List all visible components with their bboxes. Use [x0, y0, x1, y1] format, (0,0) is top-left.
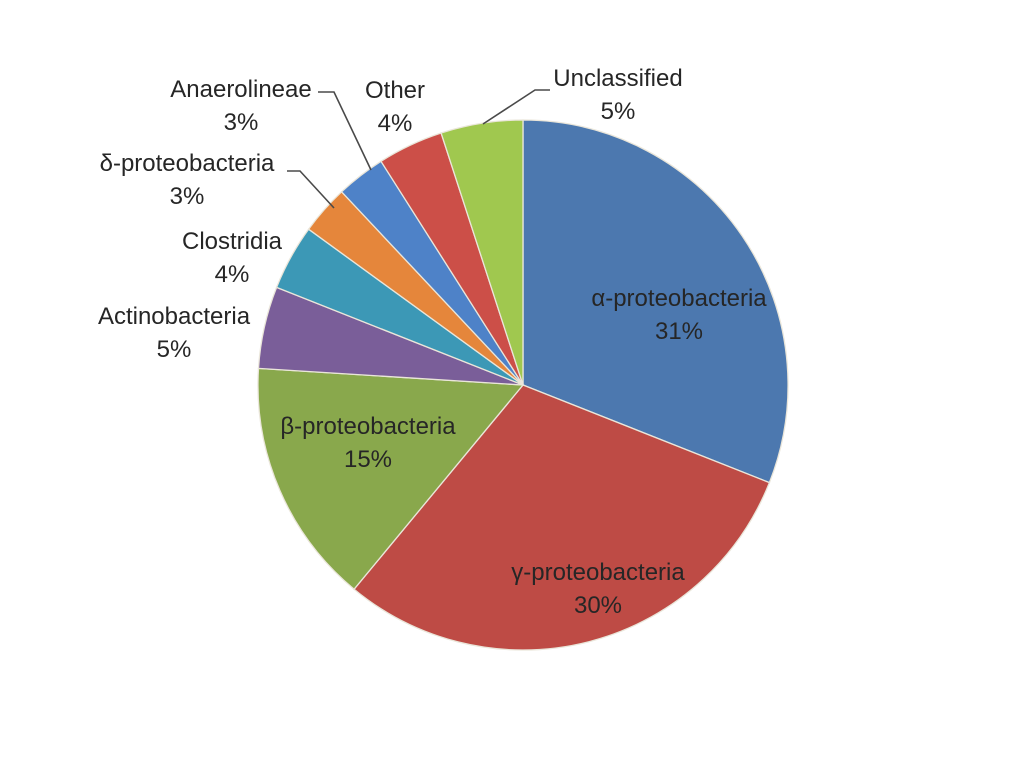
- data-label-percent: 5%: [156, 336, 192, 363]
- data-label-name: γ-proteobacteria: [511, 559, 685, 586]
- data-label-percent: 15%: [343, 446, 393, 473]
- data-label-name: α-proteobacteria: [591, 285, 767, 312]
- data-label-unclassified: Unclassified 5%: [523, 62, 713, 128]
- data-label-other: Other 4%: [335, 74, 455, 140]
- anaerolineae-leader-line: [318, 91, 372, 171]
- data-label-percent: 4%: [214, 261, 250, 288]
- data-label-percent: 31%: [654, 318, 704, 345]
- data-label-name: Other: [364, 77, 426, 104]
- data-label-percent: 30%: [573, 592, 623, 619]
- data-label-alpha-proteobacteria: α-proteobacteria 31%: [584, 282, 774, 348]
- data-label-percent: 3%: [223, 109, 259, 136]
- unclassified-leader-line: [482, 89, 550, 125]
- pie-slice-gamma-proteobacteria: [353, 384, 771, 651]
- data-label-name: Actinobacteria: [97, 303, 251, 330]
- data-label-actinobacteria: Actinobacteria 5%: [59, 300, 289, 366]
- pie-slice-alpha-proteobacteria: [522, 119, 789, 484]
- data-label-name: Clostridia: [181, 228, 283, 255]
- leader-lines: [287, 89, 550, 209]
- data-label-name: Unclassified: [553, 65, 683, 92]
- data-label-delta-proteobacteria: δ-proteobacteria 3%: [67, 147, 307, 213]
- data-label-name: δ-proteobacteria: [99, 150, 275, 177]
- data-label-percent: 3%: [169, 183, 205, 210]
- data-label-beta-proteobacteria: β-proteobacteria 15%: [273, 410, 463, 476]
- data-label-percent: 4%: [377, 110, 413, 137]
- pie-slices: [257, 119, 789, 651]
- data-label-anaerolineae: Anaerolineae 3%: [141, 73, 341, 139]
- delta-proteobacteria-leader-line: [287, 170, 335, 209]
- pie-slice-unclassified: [440, 119, 524, 386]
- data-label-percent: 5%: [600, 98, 636, 125]
- data-label-name: β-proteobacteria: [280, 413, 456, 440]
- pie-slice-beta-proteobacteria: [257, 367, 525, 591]
- data-label-gamma-proteobacteria: γ-proteobacteria 30%: [468, 556, 728, 622]
- data-label-clostridia: Clostridia 4%: [152, 225, 312, 291]
- data-label-name: Anaerolineae: [170, 76, 312, 103]
